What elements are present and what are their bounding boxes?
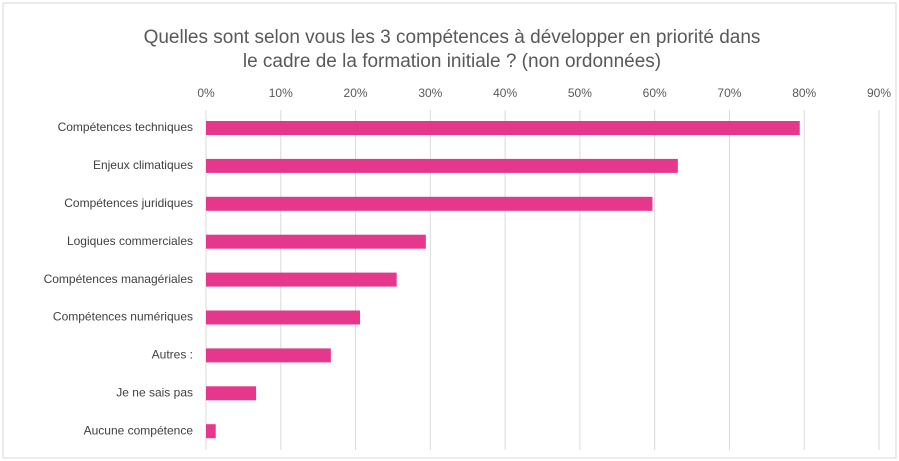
x-tick-label: 20% — [344, 86, 368, 100]
x-tick-label: 70% — [717, 86, 741, 100]
bar — [206, 424, 216, 439]
bar — [206, 310, 361, 325]
x-tick-label: 10% — [269, 86, 293, 100]
bar — [206, 158, 678, 173]
y-tick-label: Autres : — [152, 348, 193, 362]
x-tick-label: 80% — [792, 86, 816, 100]
y-tick-label: Compétences juridiques — [64, 196, 193, 210]
bar — [206, 234, 426, 249]
bar — [206, 272, 397, 287]
y-tick-label: Compétences numériques — [53, 310, 193, 324]
y-tick-label: Compétences managériales — [44, 272, 193, 286]
chart-title: Quelles sont selon vous les 3 compétence… — [144, 27, 761, 48]
bar — [206, 196, 653, 211]
y-tick-label: Enjeux climatiques — [93, 158, 193, 172]
bar — [206, 386, 257, 401]
bar — [206, 348, 331, 363]
y-tick-label: Aucune compétence — [84, 423, 194, 437]
bar — [206, 121, 800, 135]
y-tick-label: Je ne sais pas — [116, 385, 193, 399]
x-tick-label: 90% — [867, 86, 891, 100]
y-tick-label: Logiques commerciales — [67, 234, 193, 248]
chart-title: le cadre de la formation initiale ? (non… — [243, 51, 661, 72]
x-tick-label: 30% — [418, 86, 442, 100]
x-tick-label: 0% — [197, 86, 215, 100]
x-tick-label: 50% — [568, 86, 592, 100]
y-tick-label: Compétences techniques — [58, 120, 193, 134]
x-tick-label: 60% — [643, 86, 667, 100]
x-tick-label: 40% — [493, 86, 517, 100]
